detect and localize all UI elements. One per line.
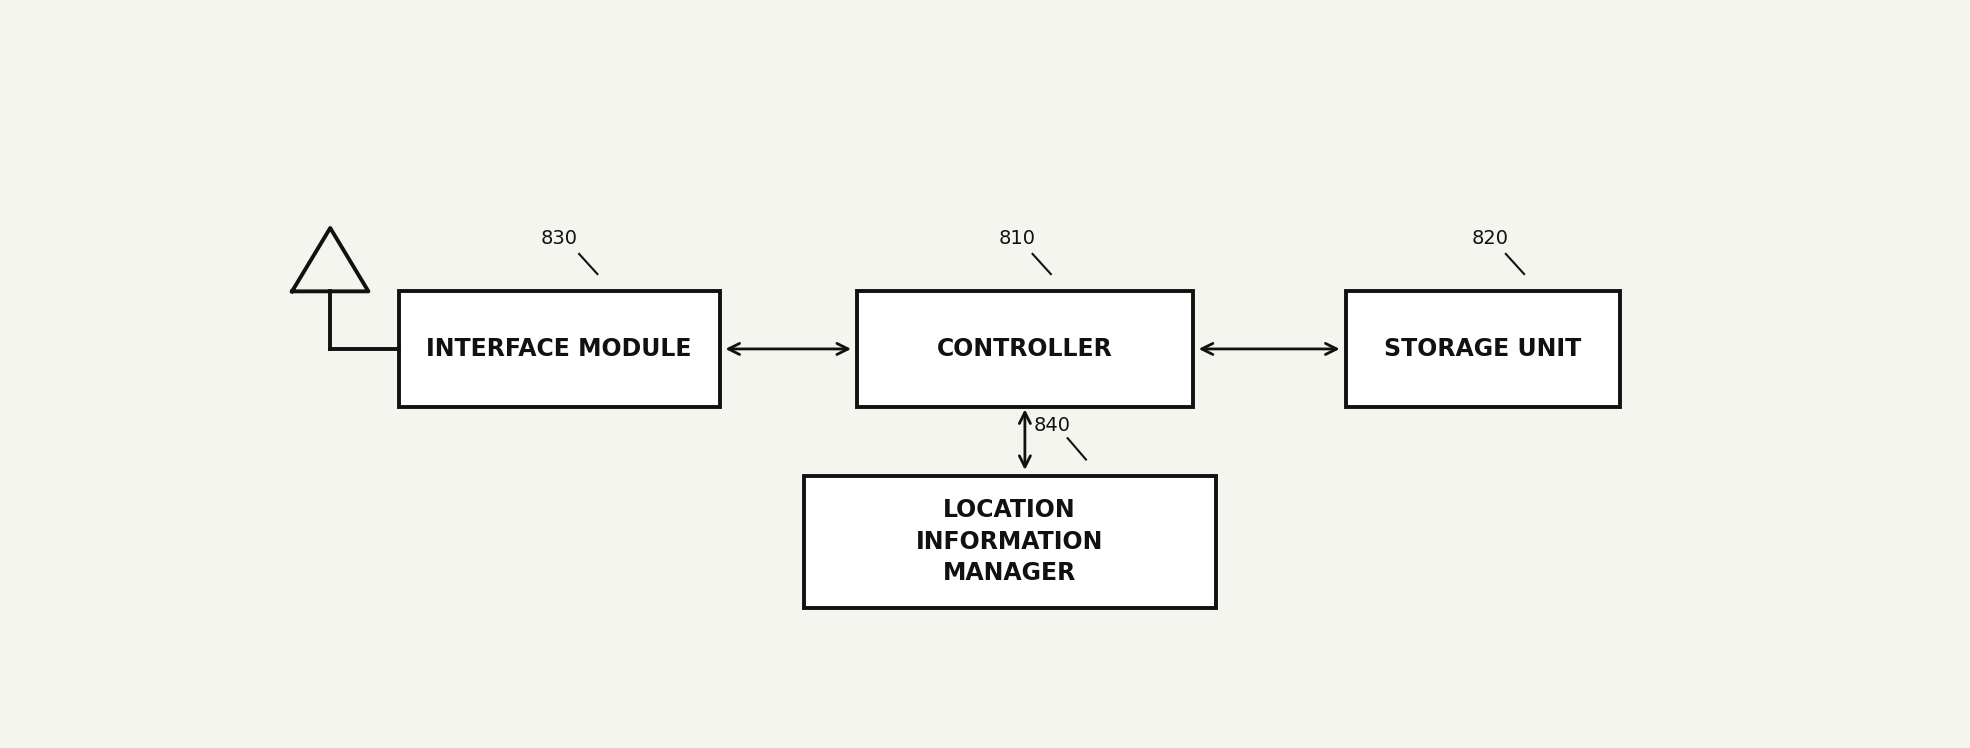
Text: 840: 840 [1034,417,1072,435]
Bar [857,292,1194,407]
Text: CONTROLLER: CONTROLLER [938,337,1113,361]
Text: LOCATION
INFORMATION
MANAGER: LOCATION INFORMATION MANAGER [916,498,1103,586]
Text: 810: 810 [999,229,1036,248]
Text: INTERFACE MODULE: INTERFACE MODULE [426,337,691,361]
Text: 830: 830 [540,229,577,248]
Bar [804,476,1215,608]
Bar [1346,292,1619,407]
Text: STORAGE UNIT: STORAGE UNIT [1385,337,1582,361]
Bar [398,292,719,407]
Text: 820: 820 [1472,229,1509,248]
